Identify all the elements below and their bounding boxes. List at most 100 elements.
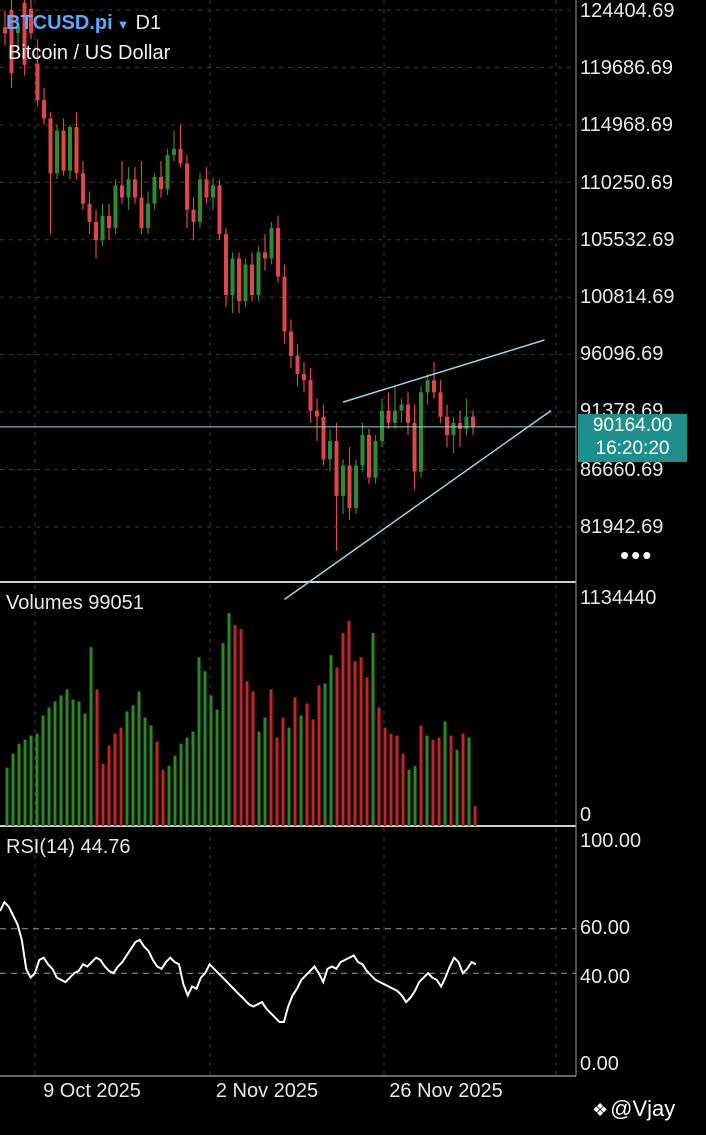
date-tick: 9 Oct 2025 bbox=[43, 1080, 141, 1102]
candle-body bbox=[87, 203, 92, 222]
volume-bar bbox=[143, 717, 147, 826]
volume-bar bbox=[215, 709, 219, 826]
volume-bar bbox=[191, 731, 195, 826]
volume-bar bbox=[461, 733, 465, 826]
candle-body bbox=[347, 465, 352, 509]
volume-bar bbox=[233, 625, 237, 826]
timeframe-label[interactable]: D1 bbox=[135, 12, 162, 34]
volume-bar bbox=[413, 765, 417, 826]
candle-body bbox=[308, 380, 313, 411]
volume-bar bbox=[239, 629, 243, 826]
candle-body bbox=[354, 465, 358, 509]
volume-panel-title: Volumes 99051 bbox=[6, 592, 144, 614]
volume-bar bbox=[335, 667, 339, 826]
candle-body bbox=[432, 380, 436, 393]
volume-bar bbox=[119, 727, 123, 826]
volume-bar bbox=[371, 633, 375, 826]
volume-bar bbox=[107, 745, 111, 826]
candle-body bbox=[341, 465, 345, 496]
volume-bar bbox=[419, 725, 423, 826]
bar-countdown: 16:20:20 bbox=[595, 438, 670, 459]
volume-bar bbox=[221, 643, 225, 826]
volume-bar bbox=[131, 705, 135, 826]
volume-bar bbox=[293, 697, 297, 826]
volume-bar bbox=[17, 743, 21, 826]
candle-body bbox=[9, 10, 14, 74]
price-tick: 119686.69 bbox=[580, 57, 674, 79]
volume-bar bbox=[383, 727, 387, 826]
volume-bar bbox=[161, 769, 165, 826]
volume-bar bbox=[299, 715, 303, 826]
candle-body bbox=[152, 176, 157, 204]
volume-bar bbox=[395, 735, 399, 826]
date-tick: 2 Nov 2025 bbox=[215, 1080, 319, 1102]
volume-bar bbox=[203, 671, 207, 826]
volume-bar bbox=[35, 733, 39, 826]
candle-body bbox=[458, 422, 462, 429]
volume-bar bbox=[353, 661, 357, 826]
volume-bar bbox=[83, 713, 87, 826]
candle-body bbox=[3, 27, 7, 34]
volume-bar bbox=[269, 689, 273, 826]
candle-body bbox=[126, 179, 131, 198]
price-tick: 86660.69 bbox=[580, 459, 664, 481]
rsi-tick: 40.00 bbox=[580, 966, 631, 988]
candle-body bbox=[243, 264, 248, 302]
volume-bar bbox=[359, 657, 363, 826]
volume-bar bbox=[257, 731, 261, 826]
candle-body bbox=[159, 176, 163, 190]
candle-body bbox=[380, 410, 384, 442]
chevron-down-icon[interactable]: ▼ bbox=[116, 17, 130, 32]
candle-body bbox=[302, 374, 306, 381]
candle-body bbox=[139, 197, 144, 229]
rsi-panel-title: RSI(14) 44.76 bbox=[6, 836, 131, 858]
volume-bar bbox=[209, 695, 213, 826]
volume-bar bbox=[275, 737, 279, 826]
volume-bar bbox=[29, 735, 33, 826]
last-price-badge: 90164.00 16:20:20 bbox=[578, 414, 687, 462]
candle-body bbox=[81, 173, 85, 204]
rsi-line bbox=[0, 900, 477, 1023]
volume-bar bbox=[287, 727, 291, 826]
candle-body bbox=[113, 185, 118, 229]
more-options-icon[interactable]: ••• bbox=[620, 540, 654, 570]
candle-body bbox=[55, 130, 59, 174]
candle-body bbox=[191, 209, 196, 222]
volume-bar bbox=[311, 719, 315, 826]
volume-bar bbox=[281, 717, 285, 826]
volume-bar bbox=[167, 765, 171, 826]
volume-bar bbox=[347, 621, 351, 826]
candle-body bbox=[237, 258, 241, 302]
candle-body bbox=[224, 234, 228, 295]
volume-bar bbox=[305, 703, 309, 826]
volume-bar bbox=[449, 735, 453, 826]
price-tick: 124404.69 bbox=[580, 0, 675, 22]
volume-bar bbox=[443, 721, 447, 826]
candle-body bbox=[217, 185, 222, 235]
candle-body bbox=[230, 258, 235, 295]
volume-bar bbox=[173, 755, 177, 826]
symbol-selector[interactable]: BTCUSD.pi ▼ D1 bbox=[6, 12, 161, 35]
volume-bar bbox=[149, 725, 153, 826]
candle-body bbox=[204, 179, 209, 198]
volume-max-label: 1134440 bbox=[580, 587, 657, 609]
candle-body bbox=[406, 404, 410, 423]
candle-body bbox=[22, 2, 27, 65]
volume-bar bbox=[263, 717, 267, 826]
candle-body bbox=[250, 264, 254, 295]
candle-body bbox=[328, 441, 332, 460]
volume-bar bbox=[329, 655, 333, 826]
symbol-label[interactable]: BTCUSD.pi bbox=[6, 12, 113, 34]
candle-body bbox=[367, 434, 371, 478]
volume-bar bbox=[101, 763, 105, 826]
volume-bar bbox=[5, 767, 9, 826]
candle-body bbox=[295, 355, 300, 375]
volume-bar bbox=[77, 701, 81, 826]
volume-bar bbox=[197, 657, 201, 826]
price-tick: 96096.69 bbox=[580, 343, 664, 365]
volume-bar bbox=[53, 701, 57, 826]
watermark: ❖@Vjay bbox=[592, 1096, 675, 1122]
candle-body bbox=[165, 154, 170, 190]
rsi-tick: 60.00 bbox=[580, 917, 631, 939]
candle-body bbox=[16, 27, 20, 34]
